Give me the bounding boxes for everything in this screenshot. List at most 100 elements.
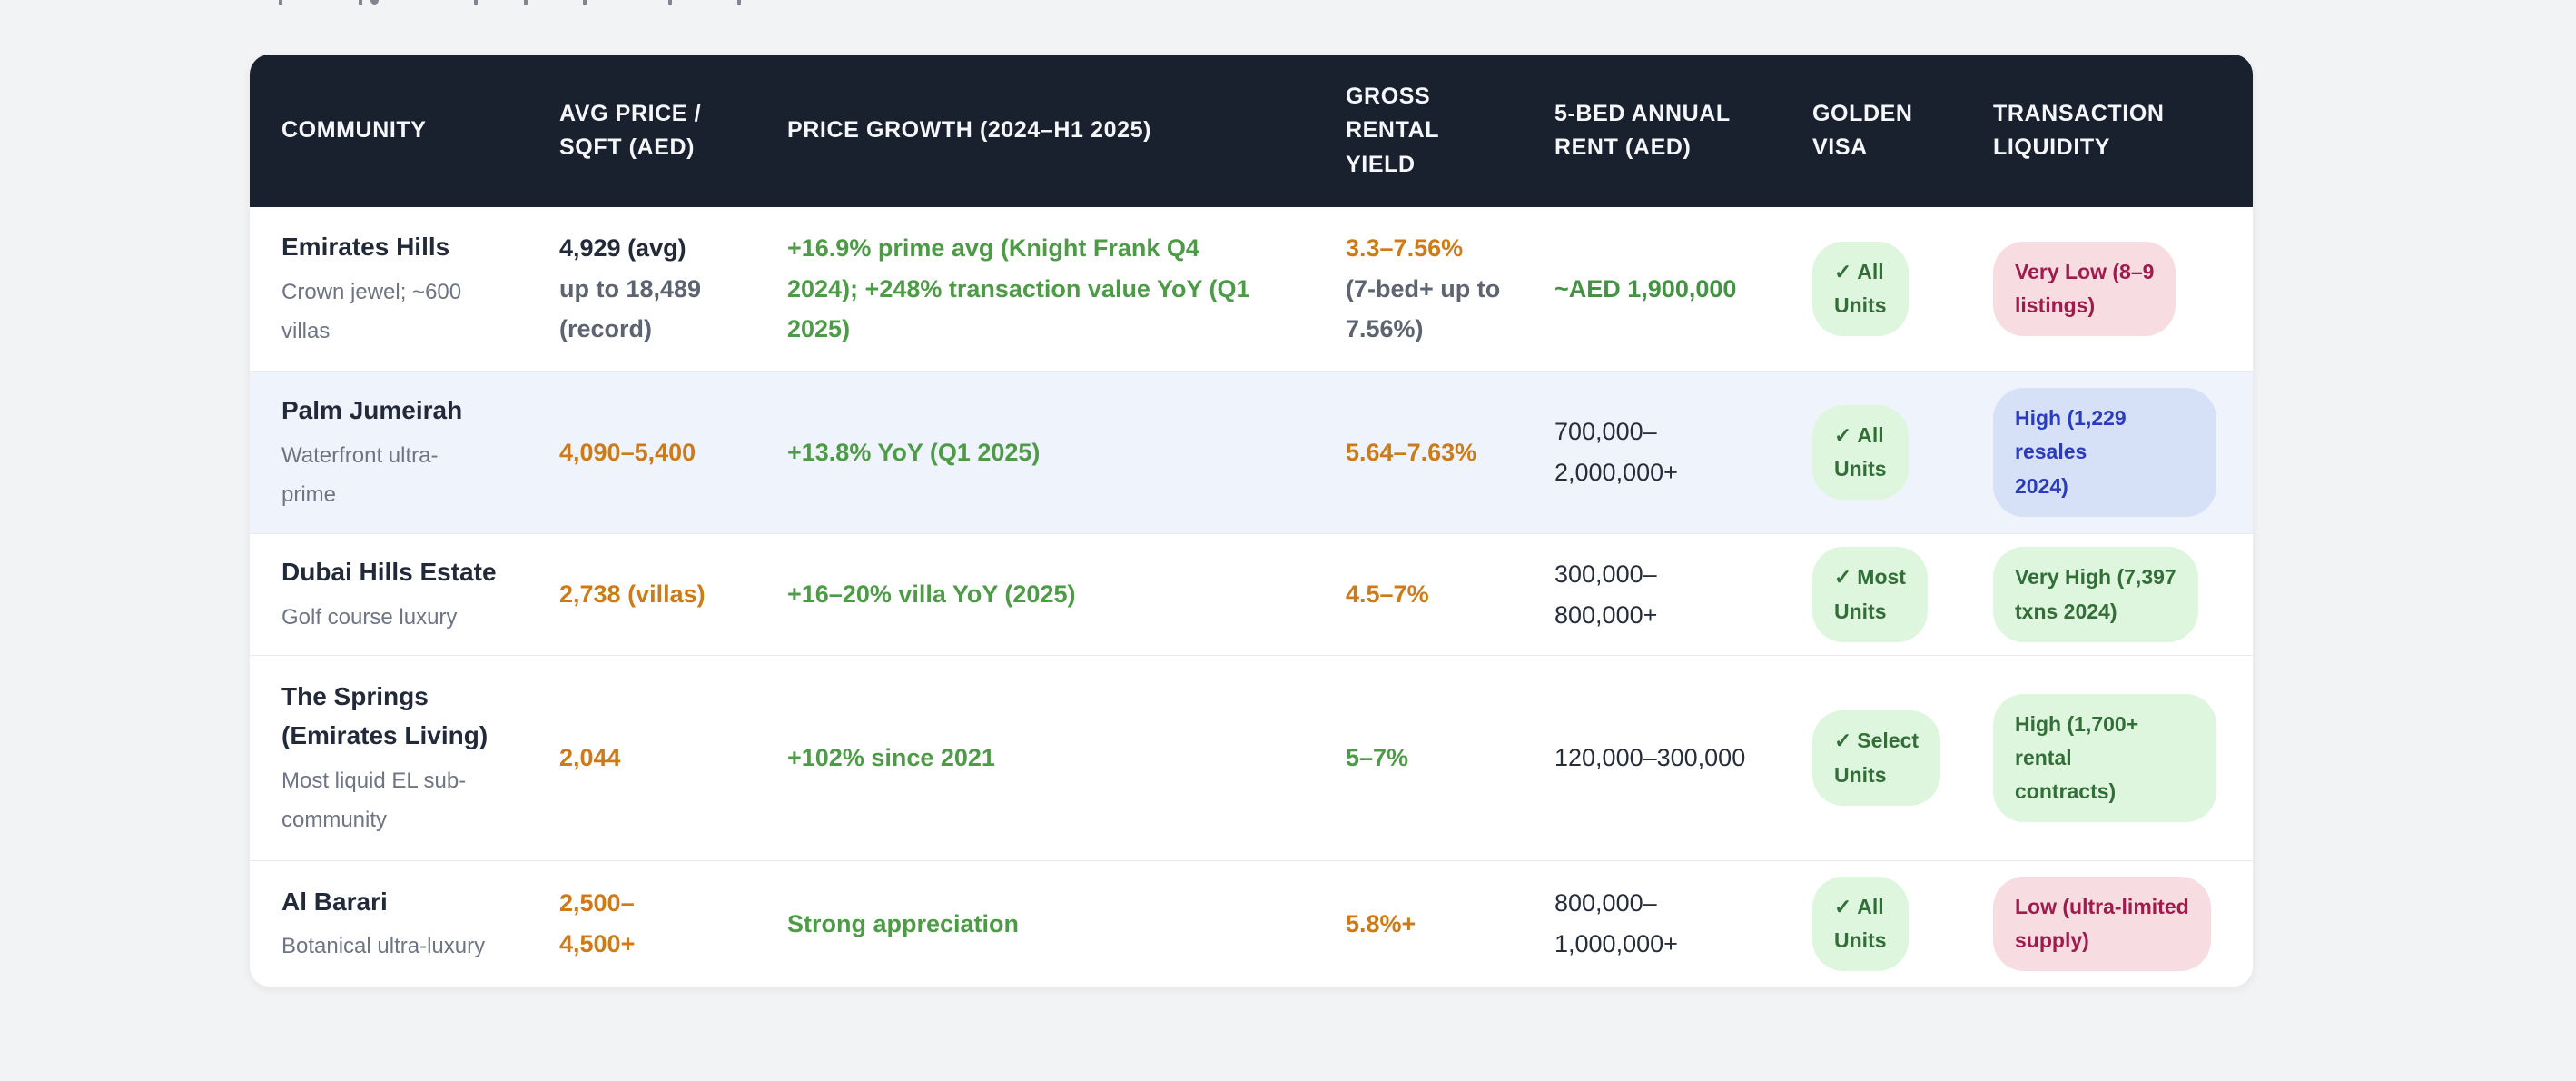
clipped-text-fragment xyxy=(524,0,528,5)
community-name: Dubai Hills Estate xyxy=(281,558,497,587)
avg-price-cell: 4,929 (avg) up to 18,489 (record) xyxy=(559,207,787,371)
annual-rent-cell: ~AED 1,900,000 xyxy=(1554,207,1812,371)
table-row-emirates-hills: Emirates Hills Crown jewel; ~600 villas … xyxy=(250,207,2253,371)
golden-visa-cell: ✓ Most Units xyxy=(1812,534,1993,655)
community-description: Golf course luxury xyxy=(281,604,458,630)
clipped-text-fragment xyxy=(359,0,362,5)
liquidity-cell: Low (ultra-limited supply) xyxy=(1993,861,2253,987)
price-growth-value: +16.9% prime avg (Knight Frank Q4 2024);… xyxy=(787,234,1250,343)
col-header-golden-visa: GOLDEN VISA xyxy=(1812,100,1913,161)
avg-price-value: 2,500– 4,500+ xyxy=(559,889,636,957)
community-comparison-table: COMMUNITY AVG PRICE / SQFT (AED) PRICE G… xyxy=(250,55,2253,987)
avg-price-cell: 2,738 (villas) xyxy=(559,534,787,655)
liquidity-badge: High (1,700+ rental contracts) xyxy=(1993,693,2216,823)
annual-rent-value: 800,000– 1,000,000+ xyxy=(1554,889,1678,957)
community-description: Crown jewel; ~600 villas xyxy=(281,279,462,343)
community-cell: The Springs (Emirates Living) Most liqui… xyxy=(250,656,559,860)
price-growth-value: Strong appreciation xyxy=(787,909,1020,937)
annual-rent-value: 300,000– 800,000+ xyxy=(1554,560,1658,629)
community-name: Al Barari xyxy=(281,887,388,916)
clipped-text-fragment xyxy=(474,0,478,5)
annual-rent-cell: 800,000– 1,000,000+ xyxy=(1554,861,1812,987)
liquidity-badge: Very Low (8–9 listings) xyxy=(1993,241,2176,337)
rental-yield-cell: 5–7% xyxy=(1346,656,1554,860)
liquidity-badge: Very High (7,397 txns 2024) xyxy=(1993,547,2198,642)
community-name: The Springs (Emirates Living) xyxy=(281,681,489,750)
liquidity-badge: High (1,229 resales 2024) xyxy=(1993,388,2216,517)
price-growth-cell: +16–20% villa YoY (2025) xyxy=(787,534,1346,655)
community-cell: Dubai Hills Estate Golf course luxury xyxy=(250,534,559,655)
avg-price-value: 4,090–5,400 xyxy=(559,438,696,466)
annual-rent-value: 700,000– 2,000,000+ xyxy=(1554,418,1678,486)
community-cell: Palm Jumeirah Waterfront ultra- prime xyxy=(250,372,559,533)
price-growth-cell: Strong appreciation xyxy=(787,861,1346,987)
col-header-annual-rent: 5-BED ANNUAL RENT (AED) xyxy=(1554,100,1731,161)
golden-visa-badge: ✓ Select Units xyxy=(1812,710,1941,806)
liquidity-badge: Low (ultra-limited supply) xyxy=(1993,876,2211,972)
community-name: Palm Jumeirah xyxy=(281,396,463,425)
golden-visa-label: All Units xyxy=(1834,422,1887,481)
rental-yield-cell: 5.8%+ xyxy=(1346,861,1554,987)
clipped-text-fragment xyxy=(279,0,282,5)
price-growth-cell: +16.9% prime avg (Knight Frank Q4 2024);… xyxy=(787,207,1346,371)
rental-yield-value: 5–7% xyxy=(1346,744,1409,772)
check-icon: ✓ xyxy=(1834,894,1852,918)
clipped-text-line xyxy=(0,0,1271,7)
community-cell: Emirates Hills Crown jewel; ~600 villas xyxy=(250,207,559,371)
rental-yield-value: 3.3–7.56% xyxy=(1346,234,1464,263)
annual-rent-cell: 300,000– 800,000+ xyxy=(1554,534,1812,655)
rental-yield-cell: 5.64–7.63% xyxy=(1346,372,1554,533)
price-growth-value: +102% since 2021 xyxy=(787,744,995,772)
golden-visa-label: Select Units xyxy=(1834,729,1920,787)
golden-visa-label: Most Units xyxy=(1834,565,1906,623)
col-header-rental-yield: GROSS RENTAL YIELD xyxy=(1346,83,1440,177)
clipped-text-fragment xyxy=(737,0,741,5)
check-icon: ✓ xyxy=(1834,422,1852,447)
price-growth-cell: +102% since 2021 xyxy=(787,656,1346,860)
table-row-dubai-hills-estate: Dubai Hills Estate Golf course luxury 2,… xyxy=(250,533,2253,655)
col-header-community: COMMUNITY xyxy=(281,117,427,144)
table-row-al-barari: Al Barari Botanical ultra-luxury 2,500– … xyxy=(250,860,2253,987)
annual-rent-value: 120,000–300,000 xyxy=(1554,744,1746,772)
price-growth-cell: +13.8% YoY (Q1 2025) xyxy=(787,372,1346,533)
rental-yield-note: (7-bed+ up to 7.56%) xyxy=(1346,274,1501,343)
golden-visa-cell: ✓ Select Units xyxy=(1812,656,1993,860)
price-growth-value: +13.8% YoY (Q1 2025) xyxy=(787,438,1041,466)
avg-price-value: 2,738 (villas) xyxy=(559,580,706,609)
price-growth-value: +16–20% villa YoY (2025) xyxy=(787,580,1076,609)
golden-visa-badge: ✓ All Units xyxy=(1812,404,1909,501)
golden-visa-badge: ✓ All Units xyxy=(1812,241,1909,337)
avg-price-value: 4,929 (avg) xyxy=(559,234,686,263)
community-description: Botanical ultra-luxury xyxy=(281,934,486,959)
community-name: Emirates Hills xyxy=(281,233,450,262)
community-description: Most liquid EL sub- community xyxy=(281,768,467,832)
table-header-row: COMMUNITY AVG PRICE / SQFT (AED) PRICE G… xyxy=(250,55,2253,207)
table-row-palm-jumeirah: Palm Jumeirah Waterfront ultra- prime 4,… xyxy=(250,371,2253,533)
golden-visa-badge: ✓ Most Units xyxy=(1812,547,1928,642)
table-row-the-springs: The Springs (Emirates Living) Most liqui… xyxy=(250,655,2253,860)
golden-visa-cell: ✓ All Units xyxy=(1812,207,1993,371)
golden-visa-badge: ✓ All Units xyxy=(1812,876,1909,972)
annual-rent-cell: 700,000– 2,000,000+ xyxy=(1554,372,1812,533)
annual-rent-cell: 120,000–300,000 xyxy=(1554,656,1812,860)
check-icon: ✓ xyxy=(1834,259,1852,283)
avg-price-cell: 2,500– 4,500+ xyxy=(559,861,787,987)
rental-yield-value: 5.64–7.63% xyxy=(1346,438,1477,466)
liquidity-cell: Very High (7,397 txns 2024) xyxy=(1993,534,2253,655)
avg-price-cell: 2,044 xyxy=(559,656,787,860)
golden-visa-label: All Units xyxy=(1834,259,1887,317)
col-header-liquidity: TRANSACTION LIQUIDITY xyxy=(1993,100,2165,161)
rental-yield-cell: 4.5–7% xyxy=(1346,534,1554,655)
col-header-avg-price: AVG PRICE / SQFT (AED) xyxy=(559,100,702,161)
avg-price-value: 2,044 xyxy=(559,744,621,772)
community-cell: Al Barari Botanical ultra-luxury xyxy=(250,861,559,987)
liquidity-cell: Very Low (8–9 listings) xyxy=(1993,207,2253,371)
golden-visa-cell: ✓ All Units xyxy=(1812,372,1993,533)
clipped-text-fragment xyxy=(370,0,379,5)
golden-visa-cell: ✓ All Units xyxy=(1812,861,1993,987)
rental-yield-cell: 3.3–7.56% (7-bed+ up to 7.56%) xyxy=(1346,207,1554,371)
check-icon: ✓ xyxy=(1834,565,1852,590)
check-icon: ✓ xyxy=(1834,729,1852,753)
community-description: Waterfront ultra- prime xyxy=(281,442,439,507)
